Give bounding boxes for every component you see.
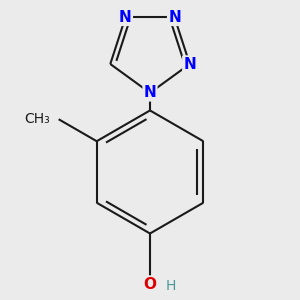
Text: CH₃: CH₃ xyxy=(24,112,50,126)
Text: N: N xyxy=(168,10,181,25)
Text: N: N xyxy=(183,56,196,71)
Text: N: N xyxy=(144,85,156,100)
Text: H: H xyxy=(165,279,176,293)
Text: O: O xyxy=(143,277,157,292)
Text: N: N xyxy=(119,10,132,25)
